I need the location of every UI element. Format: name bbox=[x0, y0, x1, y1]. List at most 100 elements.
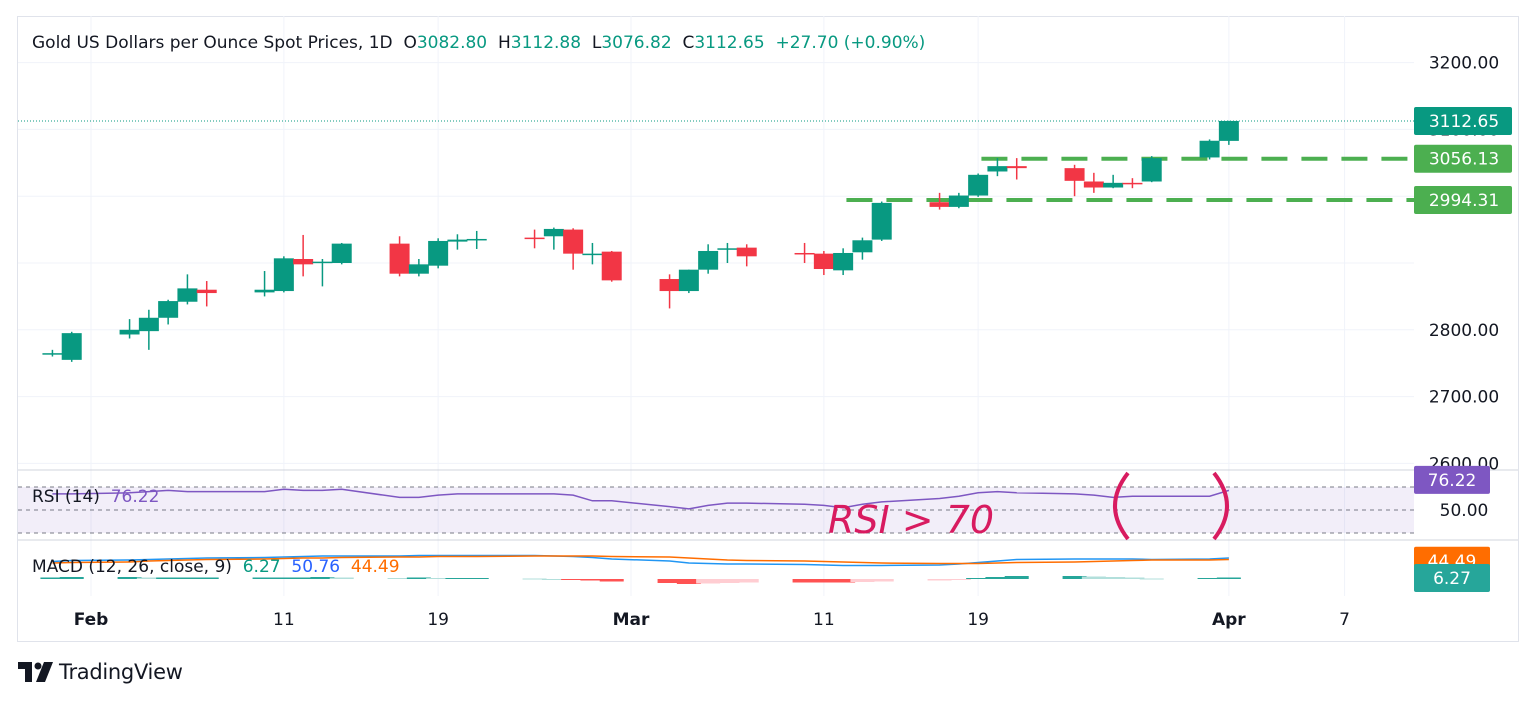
macd-histogram-bar bbox=[599, 579, 624, 582]
candle-body bbox=[293, 258, 314, 265]
close-value: 3112.65 bbox=[694, 33, 765, 53]
candle-body bbox=[852, 240, 873, 253]
rsi-line bbox=[52, 488, 1230, 510]
candle-body bbox=[408, 264, 429, 274]
open-value: 3082.80 bbox=[416, 33, 488, 53]
candle-body bbox=[447, 239, 468, 242]
candle-body bbox=[312, 261, 333, 264]
candle-body bbox=[196, 289, 217, 294]
macd-histogram-bar bbox=[1101, 577, 1126, 579]
macd-histogram-bar bbox=[541, 579, 566, 580]
macd-histogram-bar bbox=[291, 577, 316, 579]
x-tick-label: 7 bbox=[1339, 610, 1350, 630]
candle-body bbox=[119, 329, 140, 335]
candle-body bbox=[389, 243, 410, 274]
candle-body bbox=[1083, 181, 1104, 188]
x-tick-label: Apr bbox=[1212, 610, 1246, 630]
low-value: 3076.82 bbox=[601, 33, 672, 53]
macd-histogram-bar bbox=[966, 578, 991, 579]
price-label-text: 3056.13 bbox=[1429, 150, 1499, 170]
candle-body bbox=[1122, 182, 1143, 185]
tradingview-logo-icon bbox=[18, 662, 53, 682]
candle-body bbox=[273, 258, 294, 292]
price-label-box bbox=[1414, 186, 1512, 215]
rsi-legend: RSI (14) 76.22 bbox=[32, 487, 159, 507]
high-value: 3112.88 bbox=[510, 33, 582, 53]
macd-histogram-bar bbox=[831, 579, 856, 583]
candle-body bbox=[717, 248, 738, 250]
macd-histogram-bar bbox=[59, 577, 84, 579]
macd-value-box bbox=[1414, 564, 1490, 592]
macd-histogram-bar bbox=[734, 579, 759, 583]
x-tick-label: Feb bbox=[74, 610, 109, 630]
macd-value-text: 6.27 bbox=[1433, 569, 1471, 589]
macd-histogram-bar bbox=[811, 579, 836, 583]
macd-value: 50.76 bbox=[291, 557, 341, 577]
close-label: C bbox=[682, 33, 695, 53]
macd-histogram-bar bbox=[985, 577, 1010, 579]
candle-body bbox=[659, 279, 680, 292]
price-label-box bbox=[1414, 106, 1512, 135]
macd-line bbox=[52, 554, 1229, 567]
candle-body bbox=[428, 240, 449, 266]
rsi-annotation: RSI > 70 bbox=[828, 498, 994, 542]
candle-body bbox=[948, 195, 969, 207]
candle-body bbox=[929, 202, 950, 207]
macd-histogram-bar bbox=[445, 578, 470, 579]
macd-label: MACD (12, 26, close, 9) bbox=[32, 557, 232, 577]
macd-hist-value: 6.27 bbox=[242, 557, 281, 577]
candle-body bbox=[813, 253, 834, 270]
tradingview-logo[interactable]: TradingView bbox=[18, 660, 183, 684]
macd-histogram-bar bbox=[252, 577, 277, 579]
macd-histogram-bar bbox=[271, 577, 296, 579]
candle-body bbox=[138, 317, 159, 332]
price-label-text: 3112.65 bbox=[1429, 112, 1499, 132]
x-tick-label: 19 bbox=[427, 610, 449, 630]
candle-body bbox=[1218, 120, 1239, 141]
change-value: +27.70 (+0.90%) bbox=[775, 33, 926, 53]
macd-histogram-bar bbox=[676, 579, 701, 584]
candle-body bbox=[871, 202, 892, 240]
candle-body bbox=[254, 289, 275, 293]
x-tick-label: Mar bbox=[613, 610, 650, 630]
chart-frame bbox=[17, 16, 1519, 642]
candle-body bbox=[987, 166, 1008, 172]
x-tick-label: 11 bbox=[273, 610, 295, 630]
candle-body bbox=[1103, 182, 1124, 188]
low-label: L bbox=[591, 33, 602, 53]
y-tick-label: 3200.00 bbox=[1429, 54, 1499, 74]
macd-histogram-bar bbox=[310, 577, 335, 579]
rsi-value-box bbox=[1414, 465, 1490, 494]
rsi-tick-label: 50.00 bbox=[1440, 501, 1489, 521]
candle-body bbox=[968, 174, 989, 196]
y-tick-label: 2700.00 bbox=[1429, 388, 1499, 408]
candle-body bbox=[42, 353, 63, 355]
candle-body bbox=[524, 237, 545, 240]
candle-body bbox=[678, 269, 699, 292]
signal-line bbox=[52, 555, 1229, 565]
rsi-value-text: 76.22 bbox=[1428, 471, 1477, 491]
main-legend: Gold US Dollars per Ounce Spot Prices, 1… bbox=[32, 33, 925, 53]
macd-signal-value: 44.49 bbox=[350, 557, 400, 577]
chart-title: Gold US Dollars per Ounce Spot Prices, 1… bbox=[32, 33, 393, 53]
candle-body bbox=[563, 229, 584, 254]
macd-histogram-bar bbox=[1062, 576, 1087, 579]
macd-histogram-bar bbox=[426, 578, 451, 579]
annotation-bracket-right bbox=[1212, 471, 1229, 541]
macd-histogram-bar bbox=[657, 579, 682, 583]
macd-histogram-bar bbox=[1081, 576, 1106, 579]
rsi-label: RSI (14) bbox=[32, 487, 100, 507]
candle-body bbox=[158, 301, 179, 318]
macd-histogram-bar bbox=[715, 579, 740, 583]
macd-histogram-bar bbox=[1197, 578, 1222, 579]
x-tick-label: 19 bbox=[967, 610, 989, 630]
price-label-text: 2994.31 bbox=[1429, 191, 1499, 211]
macd-histogram-bar bbox=[175, 577, 200, 579]
macd-histogram-bar bbox=[927, 579, 952, 581]
candle-body bbox=[582, 253, 603, 256]
macd-histogram-bar bbox=[329, 577, 354, 579]
candle-body bbox=[1141, 158, 1162, 182]
candle-body bbox=[601, 251, 622, 281]
macd-histogram-bar bbox=[1004, 576, 1029, 579]
